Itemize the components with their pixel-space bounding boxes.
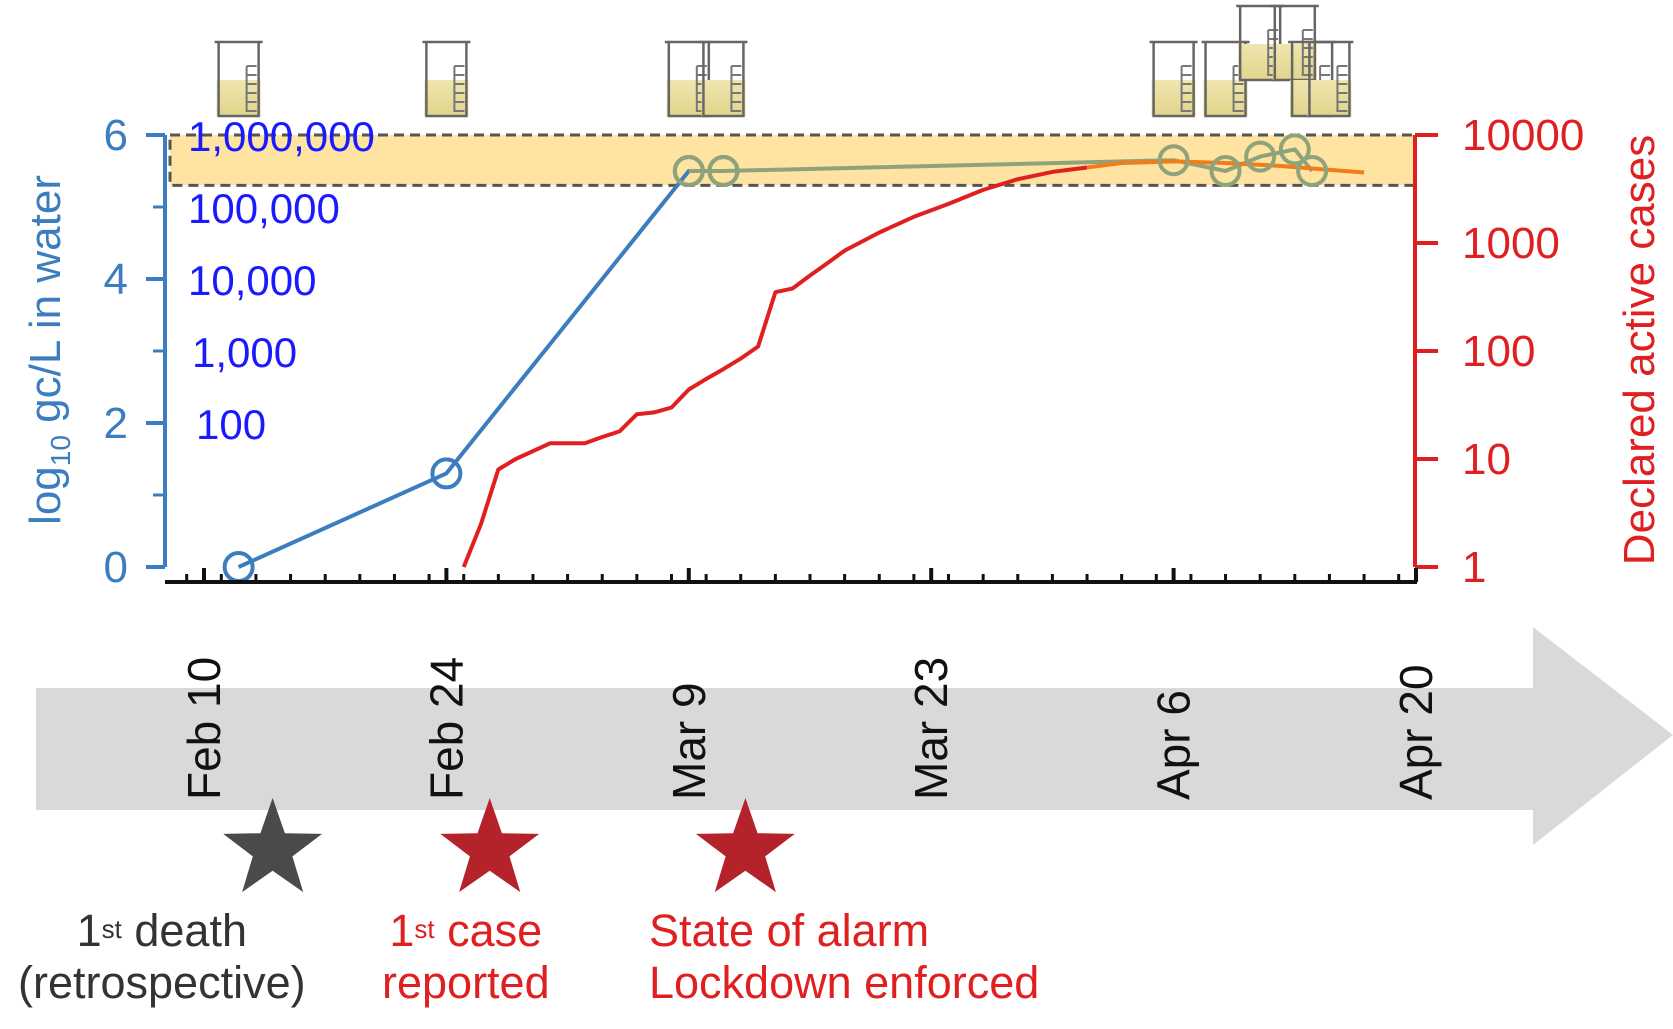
beaker-layer bbox=[214, 4, 1354, 118]
left-axis-inner-label: 1,000,000 bbox=[188, 113, 375, 160]
event-line-1-sup: st bbox=[414, 914, 435, 944]
event-annotation: 1st case reported bbox=[382, 905, 550, 1009]
sampling-beaker bbox=[1201, 40, 1250, 118]
series-1-point bbox=[1296, 155, 1329, 187]
series-2-line bbox=[461, 165, 1088, 568]
event-line-2: reported bbox=[382, 957, 550, 1008]
left-axis-tick-label: 2 bbox=[104, 399, 128, 448]
event-line-1-rest: case bbox=[434, 905, 543, 956]
event-marker-layer bbox=[223, 798, 795, 893]
left-axis-tick-label: 6 bbox=[104, 111, 128, 160]
right-axis-tick-label: 10000 bbox=[1462, 111, 1584, 160]
x-axis-tick-label: Mar 23 bbox=[905, 657, 957, 800]
right-axis-tick-label: 1 bbox=[1462, 543, 1486, 592]
beaker-outline bbox=[1305, 40, 1354, 118]
series-1-point bbox=[672, 155, 705, 187]
axes-layer: 0 2 4 6 log10 gc/L in water 1,000,000 100,000 1… bbox=[21, 111, 1664, 800]
right-axis-tick-label: 10 bbox=[1462, 435, 1511, 484]
beaker-outline bbox=[699, 40, 748, 118]
left-axis-inner-label: 10,000 bbox=[188, 257, 316, 304]
event-line-1-sup: st bbox=[101, 914, 122, 944]
left-axis-inner-label: 1,000 bbox=[192, 329, 297, 376]
event-star bbox=[223, 798, 323, 893]
event-line-1-text: State of alarm bbox=[649, 905, 930, 956]
series-1-line bbox=[688, 147, 1314, 173]
x-axis-tick-label: Apr 6 bbox=[1148, 690, 1200, 800]
left-axis-label: log10 gc/L in water bbox=[21, 175, 76, 525]
series-1-point bbox=[1278, 133, 1311, 166]
x-axis-tick-label: Apr 20 bbox=[1390, 664, 1442, 800]
sampling-beaker bbox=[214, 40, 263, 118]
sampling-beaker bbox=[1305, 40, 1354, 118]
beaker-outline bbox=[1149, 40, 1198, 118]
x-axis-tick-label: Mar 9 bbox=[663, 682, 715, 800]
event-line-1-text: 1 bbox=[389, 905, 415, 956]
event-line-1: State of alarm bbox=[649, 905, 1039, 957]
series-0-point bbox=[430, 457, 463, 490]
right-axis-label: Declared active cases bbox=[1615, 135, 1664, 565]
series-1-point bbox=[1157, 144, 1190, 177]
beaker-outline bbox=[422, 40, 471, 118]
sampling-beaker bbox=[699, 40, 748, 118]
right-axis-tick-label: 1000 bbox=[1462, 219, 1560, 268]
sampling-beaker bbox=[422, 40, 471, 118]
series-1-point bbox=[707, 155, 740, 187]
event-star bbox=[440, 798, 540, 893]
x-axis-tick-label: Feb 10 bbox=[178, 657, 230, 800]
event-line-2: (retrospective) bbox=[18, 957, 306, 1008]
event-annotation: 1st death (retrospective) bbox=[18, 905, 306, 1009]
event-line-1-text: 1 bbox=[76, 905, 102, 956]
sampling-beaker bbox=[1149, 40, 1198, 118]
event-star bbox=[695, 798, 795, 893]
series-1-point bbox=[1244, 140, 1277, 173]
event-line-2: Lockdown enforced bbox=[649, 957, 1040, 1008]
left-axis-inner-label: 100,000 bbox=[188, 185, 340, 232]
event-line-1: 1st death bbox=[18, 905, 306, 957]
series-1-point bbox=[1209, 155, 1242, 187]
right-axis-tick-label: 100 bbox=[1462, 327, 1535, 376]
series-3-line bbox=[1086, 159, 1365, 175]
beaker-outline bbox=[214, 40, 263, 118]
timeline-arrow-layer bbox=[36, 627, 1673, 845]
timeline-arrow bbox=[36, 627, 1673, 845]
event-annotation: State of alarm Lockdown enforced bbox=[649, 905, 1039, 1009]
left-axis-tick-label: 0 bbox=[104, 543, 128, 592]
event-line-1: 1st case bbox=[382, 905, 550, 957]
left-axis-inner-label: 100 bbox=[196, 401, 266, 448]
event-line-1-rest: death bbox=[121, 905, 247, 956]
left-axis-tick-label: 4 bbox=[104, 255, 128, 304]
series-layer bbox=[222, 133, 1365, 583]
x-axis-tick-label: Feb 24 bbox=[420, 657, 472, 800]
